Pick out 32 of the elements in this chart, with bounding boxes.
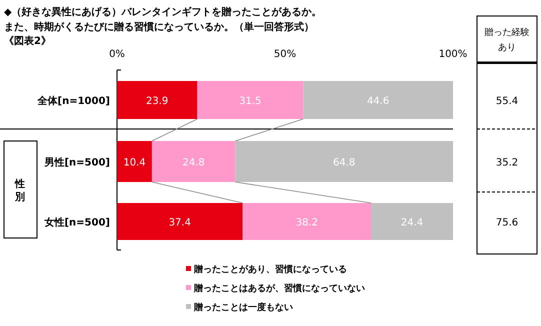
legend-label: 贈ったことは一度もない (193, 302, 293, 313)
y-tick-label: 男性[n=500] (43, 156, 110, 168)
data-label: 24.4 (400, 218, 424, 228)
chart-subtitle: また、時期がくるたびに贈る習慣になっているか。（単一回答形式） (4, 21, 314, 33)
data-label: 23.9 (146, 96, 168, 107)
data-label: 10.4 (123, 158, 146, 168)
chart-title: ◆（好きな異性にあげる）バレンタインギフトを贈ったことがあるか。 (4, 6, 322, 18)
bar (117, 81, 198, 119)
y-tick-label: 全体[n=1000] (36, 95, 110, 107)
text: 贈った経験あり (484, 27, 530, 53)
data-label: 64.8 (333, 158, 356, 168)
data-label: 24.8 (182, 158, 205, 168)
text: 55.4 (496, 96, 518, 107)
x-tick-label: 50% (274, 49, 296, 60)
bar (117, 203, 243, 240)
data-label: 44.6 (366, 96, 390, 107)
text: 《図表2》 (4, 35, 51, 47)
text: 性別 (14, 178, 25, 203)
data-label: 31.5 (239, 96, 262, 107)
text: 75.6 (496, 218, 518, 228)
legend-label: 贈ったことはあるが、習慣になっていない (193, 283, 365, 294)
legend-label: 贈ったことがあり、習慣になっている (193, 264, 347, 275)
bar (197, 81, 304, 119)
data-label: 37.4 (168, 218, 191, 228)
bar (371, 203, 453, 240)
text: 35.2 (496, 158, 518, 168)
x-tick-label: 100% (438, 49, 468, 60)
data-label: 38.2 (296, 218, 318, 228)
x-tick-label: 0% (109, 49, 125, 60)
y-tick-label: 女性[n=500] (43, 216, 110, 228)
bar (303, 81, 453, 119)
bar (242, 203, 372, 240)
